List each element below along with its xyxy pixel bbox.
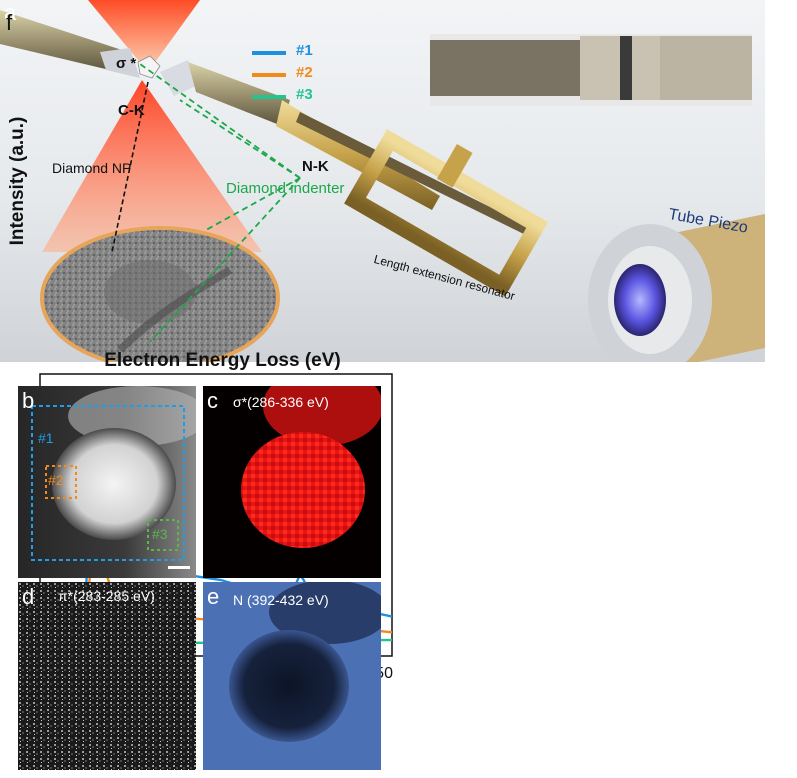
- panel-a-letter: a: [4, 0, 17, 25]
- panel-f-letter: f: [6, 10, 13, 35]
- sigma-star-annotation: σ *: [116, 55, 137, 72]
- region-1-box: [31, 405, 185, 561]
- panel-b-letter: b: [22, 388, 35, 413]
- legend-label-3: #3: [296, 86, 313, 103]
- legend-swatch-2: [252, 73, 286, 77]
- sigma-map-particle: [241, 432, 365, 548]
- instrument-illustration: [0, 0, 765, 362]
- length-extension-resonator: [344, 129, 549, 297]
- legend-label-2: #2: [296, 64, 313, 81]
- panel-e-title: N (392-432 eV): [233, 592, 329, 608]
- nitrogen-map-particle: [229, 630, 349, 742]
- indenter-arrow-3: [205, 177, 301, 231]
- panel-d-title: π*(283-285 eV): [58, 588, 155, 604]
- panel-c-sigma-map: c σ*(286-336 eV): [203, 386, 381, 578]
- y-axis-label: Intensity (a.u.): [7, 116, 28, 246]
- panel-c-title: σ*(286-336 eV): [233, 394, 329, 410]
- diamond-np-label: Diamond NP: [52, 160, 132, 176]
- tube-piezo: [588, 214, 765, 362]
- diamond-indenter-label: Diamond indenter: [226, 180, 345, 197]
- legend-swatch-1: [252, 51, 286, 55]
- right-indenter-rod: [188, 62, 290, 126]
- panel-d-pi-map: d π*(283-285 eV): [18, 582, 196, 770]
- n-k-annotation: N-K: [302, 158, 329, 175]
- scale-bar: [168, 566, 190, 569]
- diamond-np-particle: [137, 55, 161, 79]
- region-3-label: #3: [152, 526, 168, 542]
- panel-b-haadf-image: b #1 #2 #3: [18, 386, 196, 578]
- diamond-np-arrow: [111, 81, 149, 253]
- c-k-annotation: C-K: [118, 102, 145, 119]
- legend: #1 #2 #3: [252, 42, 372, 108]
- indenter-arrow-4: [149, 177, 301, 343]
- indenter-arrow-1: [179, 99, 301, 179]
- panel-e-letter: e: [207, 584, 220, 609]
- panel-a-instrument-rendering: a Diamond NP Diamond indenter Length ext…: [0, 0, 765, 362]
- region-2-label: #2: [48, 472, 64, 488]
- region-3-box: [147, 519, 179, 551]
- electron-beam-cone: [42, 80, 262, 252]
- region-2-box: [45, 465, 77, 499]
- panel-e-nitrogen-map: e N (392-432 eV): [203, 582, 381, 770]
- legend-item-1: #1: [252, 42, 372, 64]
- panel-d-letter: d: [22, 584, 35, 609]
- legend-item-2: #2: [252, 64, 372, 86]
- right-indenter-tip: [160, 60, 196, 96]
- electron-beam-top: [88, 0, 200, 72]
- legend-item-3: #3: [252, 86, 372, 108]
- region-1-label: #1: [38, 430, 54, 446]
- panel-c-letter: c: [207, 388, 218, 413]
- left-indenter-rod: [0, 10, 128, 72]
- nanoparticle: [52, 428, 176, 540]
- legend-swatch-3: [252, 95, 286, 99]
- x-axis-label: Electron Energy Loss (eV): [104, 350, 341, 371]
- legend-label-1: #1: [296, 42, 313, 59]
- instrument-photo-inset: [430, 34, 752, 106]
- indenter-arrow-2: [139, 63, 301, 179]
